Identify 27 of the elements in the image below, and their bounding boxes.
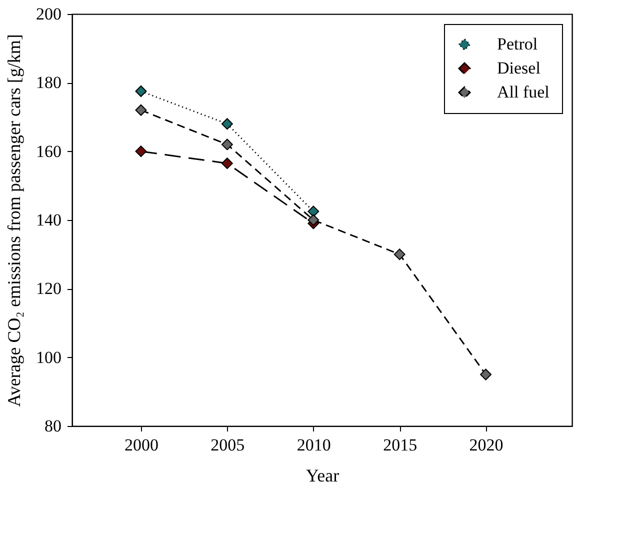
point bbox=[308, 206, 320, 218]
y-tick-label: 200 bbox=[36, 4, 62, 24]
y-axis-title: Average CO₂ emissions from passenger cars [g/km] bbox=[4, 34, 24, 407]
y-tick-label: 80 bbox=[44, 416, 62, 436]
point bbox=[135, 104, 147, 116]
y-tick-label: 120 bbox=[36, 279, 62, 298]
y-tick-label: 160 bbox=[36, 142, 62, 161]
point bbox=[221, 118, 233, 130]
x-tick-label: 2010 bbox=[296, 436, 331, 454]
x-tick-label: 2000 bbox=[124, 436, 158, 454]
point bbox=[308, 214, 320, 226]
legend-label: Petrol bbox=[497, 34, 538, 54]
point bbox=[221, 138, 233, 150]
x-tick-label: 2005 bbox=[210, 436, 245, 454]
y-tick-label: 100 bbox=[36, 348, 62, 367]
y-tick-label: 140 bbox=[36, 210, 62, 230]
y-tick-label: 180 bbox=[36, 73, 62, 92]
point bbox=[221, 158, 233, 170]
point bbox=[394, 248, 406, 260]
x-tick-label: 2015 bbox=[383, 436, 418, 454]
x-tick-label: 2020 bbox=[469, 436, 504, 454]
x-axis-title: Year bbox=[306, 466, 340, 486]
point bbox=[135, 86, 147, 97]
point bbox=[480, 368, 492, 380]
point bbox=[135, 146, 147, 158]
legend-label: Diesel bbox=[497, 58, 541, 78]
legend-label: All fuel bbox=[497, 82, 550, 102]
